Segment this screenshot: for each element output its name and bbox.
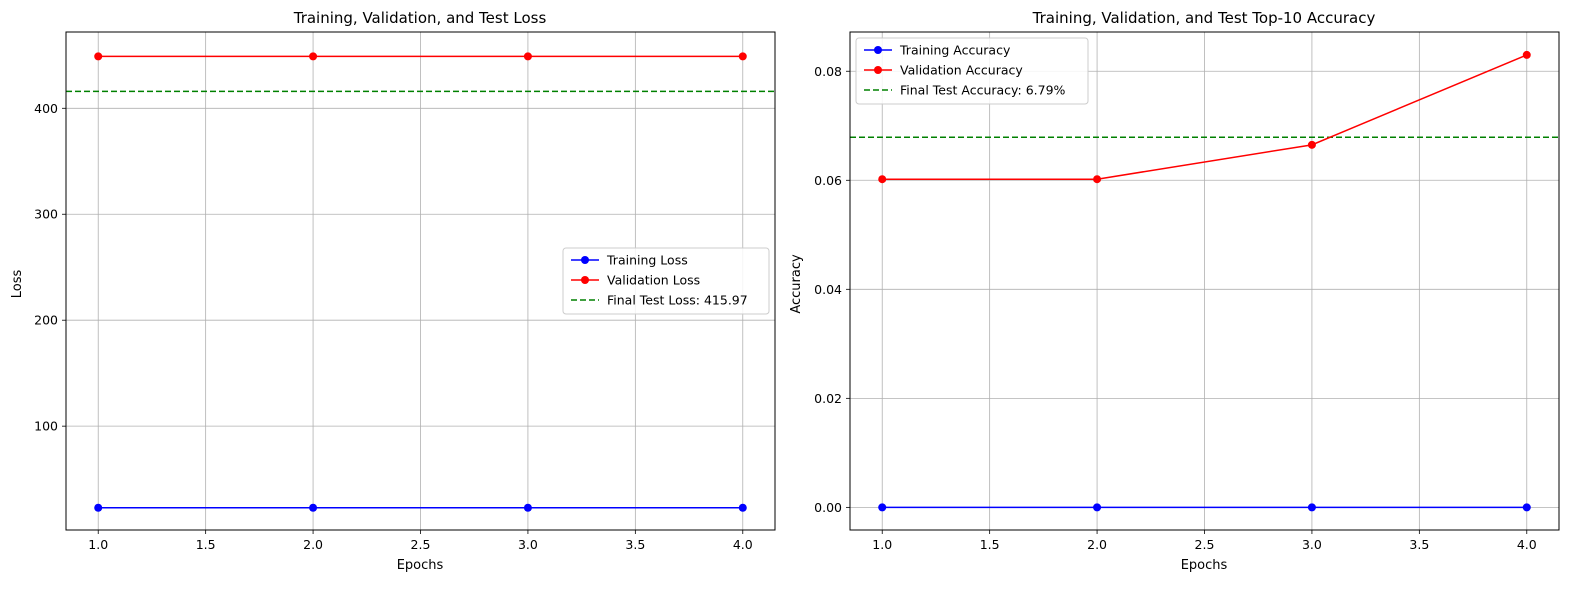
accuracy-y-tick-label: 0.08: [814, 64, 842, 79]
loss-y-tick-label: 400: [34, 101, 58, 116]
loss-y-tick-label: 200: [34, 313, 58, 328]
accuracy-legend-marker: [874, 46, 882, 54]
accuracy-data-point: [878, 503, 887, 512]
accuracy-y-tick-label: 0.06: [814, 173, 842, 188]
loss-data-point: [94, 503, 103, 512]
accuracy-data-point: [1093, 175, 1102, 184]
loss-x-tick-label: 2.0: [303, 537, 323, 552]
accuracy-legend-label: Final Test Accuracy: 6.79%: [900, 83, 1066, 98]
accuracy-y-tick-label: 0.00: [814, 500, 842, 515]
loss-x-tick-label: 2.5: [411, 537, 431, 552]
accuracy-legend-label: Validation Accuracy: [900, 63, 1023, 78]
accuracy-x-tick-label: 4.0: [1517, 537, 1537, 552]
accuracy-y-axis-label: Accuracy: [789, 254, 804, 314]
accuracy-x-tick-label: 2.0: [1087, 537, 1107, 552]
loss-x-tick-label: 1.0: [88, 537, 108, 552]
loss-x-tick-label: 3.0: [518, 537, 538, 552]
loss-x-tick-label: 3.5: [625, 537, 645, 552]
accuracy-axes-frame: [849, 31, 1560, 531]
accuracy-x-tick-label: 3.0: [1302, 537, 1322, 552]
loss-data-point: [523, 503, 532, 512]
loss-legend-marker: [581, 276, 589, 284]
accuracy-legend-label: Training Accuracy: [899, 43, 1011, 58]
accuracy-data-point: [1522, 503, 1531, 512]
accuracy-data-point: [1522, 50, 1531, 59]
loss-y-tick-label: 100: [34, 419, 58, 434]
accuracy-x-tick-label: 1.5: [980, 537, 1000, 552]
accuracy-data-point: [878, 175, 887, 184]
loss-data-point: [738, 503, 747, 512]
accuracy-chart-title: Training, Validation, and Test Top-10 Ac…: [1032, 9, 1376, 27]
accuracy-x-tick-label: 2.5: [1195, 537, 1215, 552]
accuracy-legend: Training Accuracy Validation Accuracy Fina…: [855, 37, 1089, 105]
loss-legend: Training Loss Validation Loss Final Test L…: [562, 247, 770, 315]
loss-data-point: [523, 52, 532, 61]
loss-axes-frame: [65, 31, 776, 531]
accuracy-data-point: [1307, 140, 1316, 149]
accuracy-y-tick-label: 0.04: [814, 282, 842, 297]
loss-legend-label: Final Test Loss: 415.97: [607, 293, 748, 308]
loss-y-tick-label: 300: [34, 207, 58, 222]
loss-chart-title: Training, Validation, and Test Loss: [293, 9, 547, 27]
loss-data-point: [94, 52, 103, 61]
accuracy-data-point: [1093, 503, 1102, 512]
accuracy-y-tick-label: 0.02: [814, 391, 842, 406]
loss-data-point: [309, 503, 318, 512]
accuracy-data-point: [1307, 503, 1316, 512]
accuracy-plot-area: 1.0 1.5 2.0 2.5 3.0 3.5 4.0 0.00 0.02 0.04 0.06 0.0…: [814, 31, 1560, 552]
loss-x-tick-label: 1.5: [196, 537, 216, 552]
loss-y-axis-label: Loss: [10, 270, 25, 299]
accuracy-x-tick-label: 3.5: [1409, 537, 1429, 552]
loss-data-point: [738, 52, 747, 61]
loss-x-axis-label: Epochs: [397, 558, 444, 573]
loss-data-point: [309, 52, 318, 61]
loss-plot-area: 1.0 1.5 2.0 2.5 3.0 3.5 4.0 100 200 300 400 Trainin…: [34, 31, 776, 552]
accuracy-x-tick-label: 1.0: [872, 537, 892, 552]
accuracy-legend-box: [855, 37, 1089, 105]
loss-legend-box: [562, 247, 770, 315]
accuracy-series-line-1: [882, 54, 1528, 180]
loss-legend-label: Training Loss: [606, 253, 688, 268]
loss-legend-marker: [581, 256, 589, 264]
accuracy-x-axis-label: Epochs: [1181, 558, 1228, 573]
loss-legend-label: Validation Loss: [607, 273, 700, 288]
loss-x-tick-label: 4.0: [733, 537, 753, 552]
accuracy-legend-marker: [874, 66, 882, 74]
